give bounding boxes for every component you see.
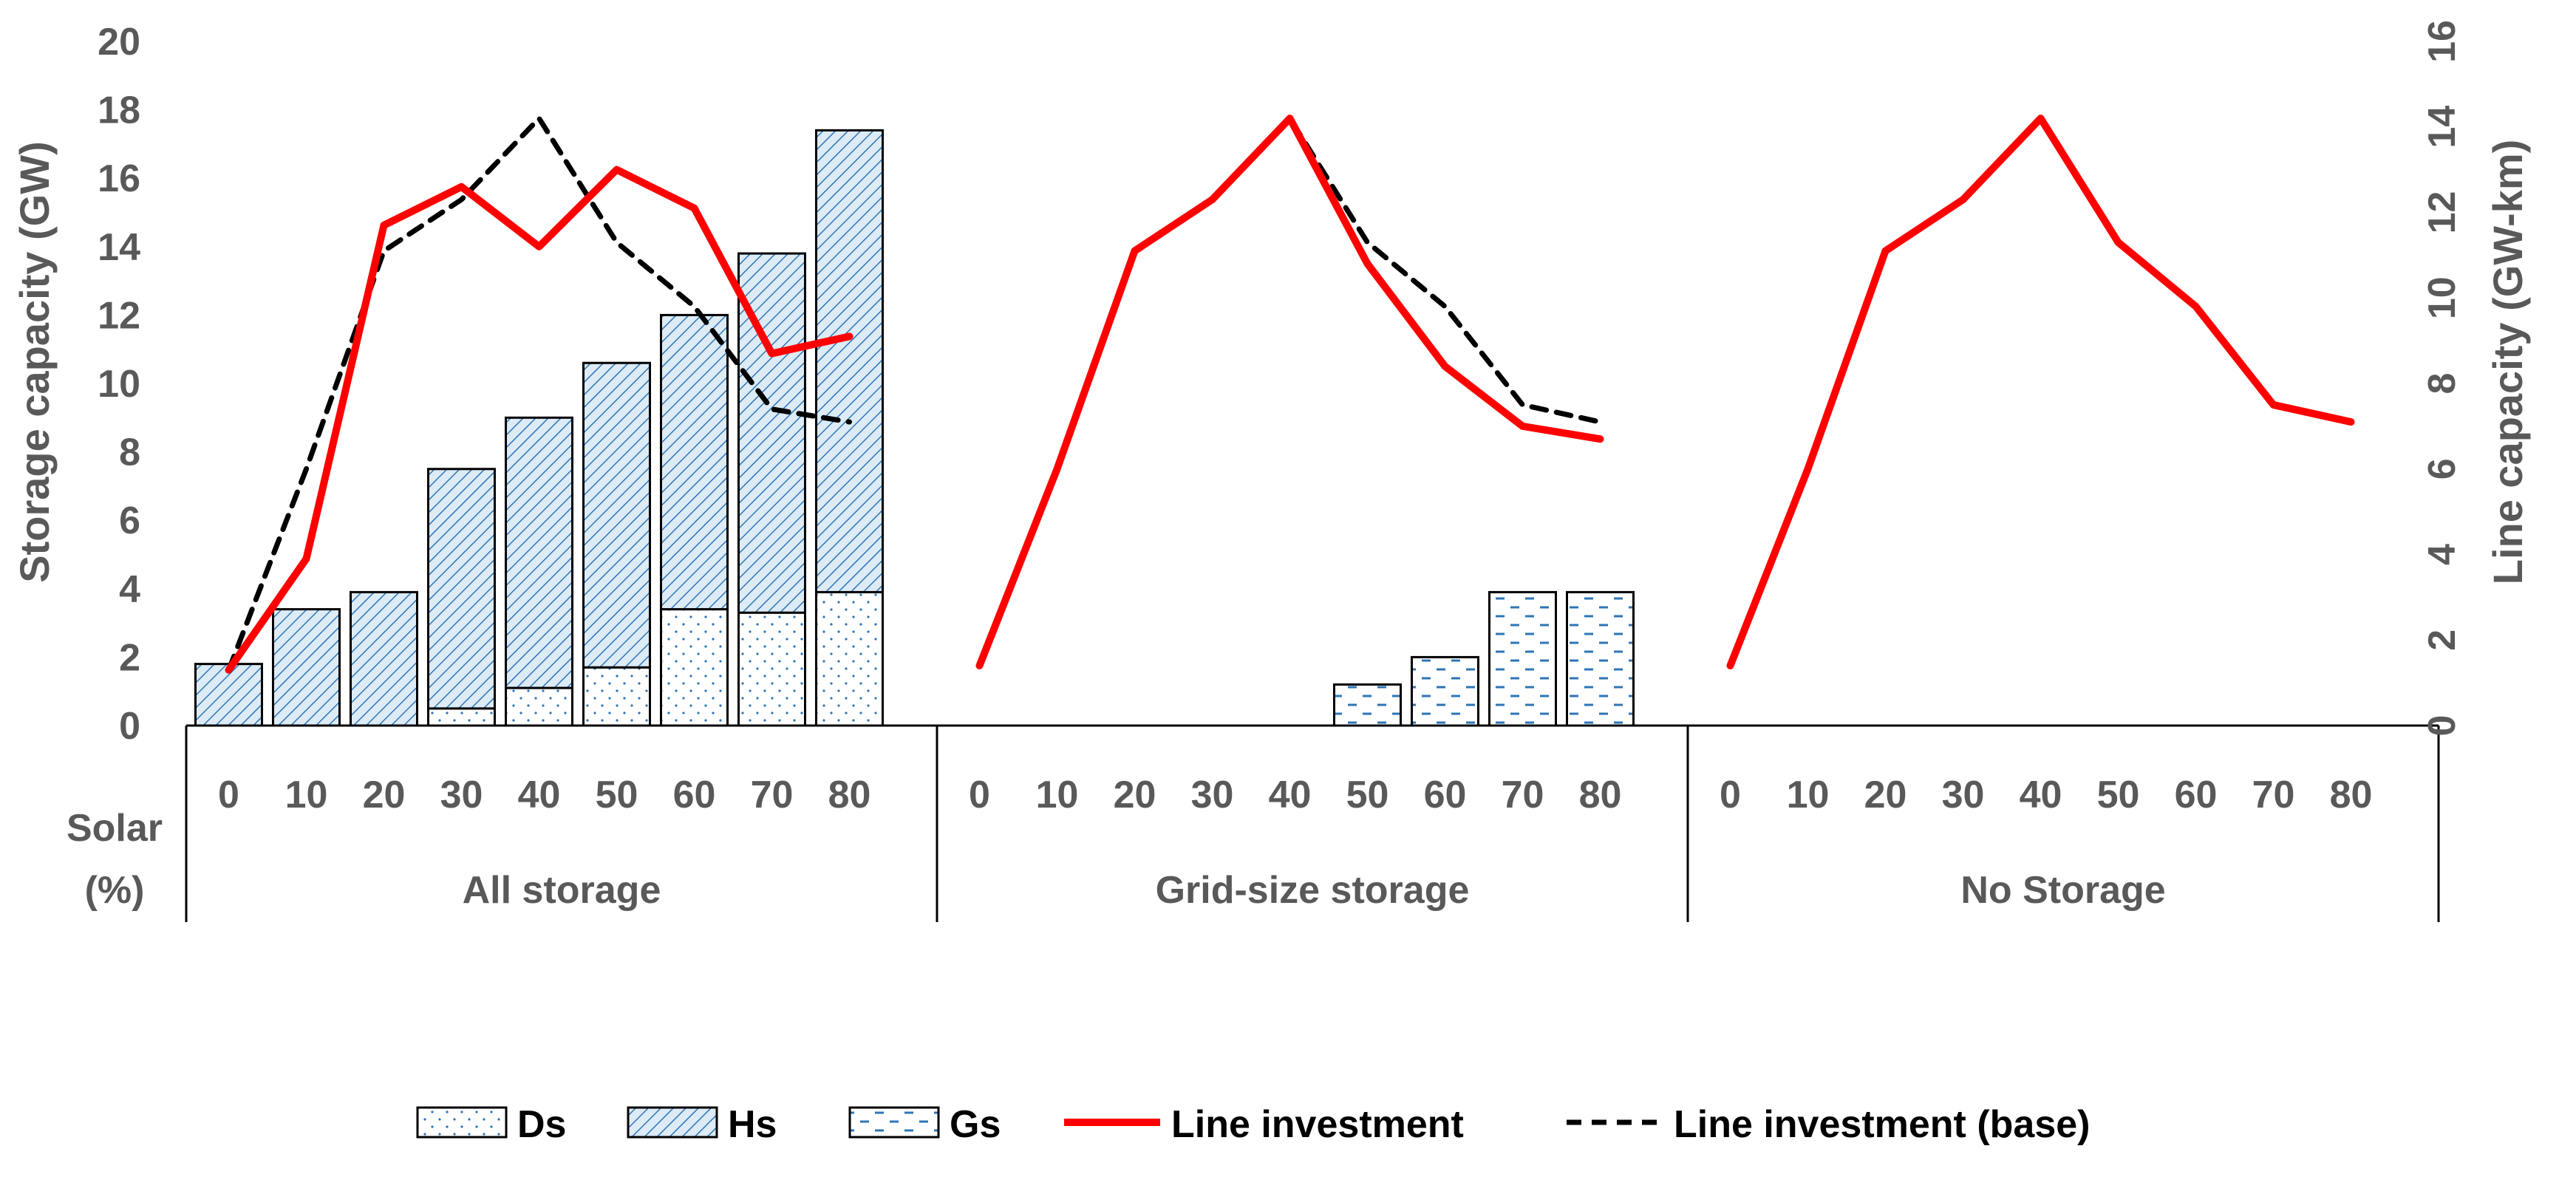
- x-tick-label-grid-size-storage-0: 0: [969, 774, 990, 816]
- bar-hs-all-storage-0: [194, 663, 263, 727]
- legend: Ds Hs Gs Line investment Line investment (ba…: [416, 1103, 2090, 1146]
- x-tick-label-grid-size-storage-30: 30: [1191, 774, 1234, 816]
- y-right-tick-10: 10: [2421, 276, 2464, 319]
- x-tick-label-all-storage-70: 70: [751, 774, 794, 816]
- y-axis-right-title: Line capacity (GW-km): [2484, 140, 2531, 585]
- x-tick-label-all-storage-30: 30: [440, 774, 483, 816]
- group-label-no-storage: No Storage: [1960, 869, 2165, 912]
- y-right-tick-4: 4: [2421, 544, 2464, 565]
- legend-label-hs: Hs: [728, 1103, 777, 1146]
- bars-layer: [194, 129, 1635, 727]
- y-right-tick-6: 6: [2421, 458, 2464, 480]
- group-label-grid-size-storage: Grid-size storage: [1156, 869, 1470, 912]
- x-axis-title-line-1: Solar: [67, 807, 163, 850]
- x-tick-label-grid-size-storage-70: 70: [1502, 774, 1544, 816]
- x-tick-label-no-storage-70: 70: [2252, 774, 2295, 816]
- bar-ds-all-storage-50: [582, 666, 651, 727]
- y-left-tick-16: 16: [98, 157, 140, 200]
- x-tick-label-grid-size-storage-10: 10: [1036, 774, 1079, 816]
- bar-hs-all-storage-60: [660, 313, 729, 611]
- legend-swatch-hs: [627, 1106, 718, 1139]
- legend-swatch-ds: [416, 1106, 508, 1139]
- x-tick-label-grid-size-storage-40: 40: [1269, 774, 1312, 816]
- x-tick-label-all-storage-80: 80: [828, 774, 871, 816]
- x-tick-label-all-storage-20: 20: [363, 774, 406, 816]
- bar-hs-all-storage-70: [737, 252, 806, 614]
- bar-gs-grid-size-storage-70: [1488, 590, 1557, 727]
- bar-hs-all-storage-20: [350, 590, 418, 727]
- y-right-tick-14: 14: [2421, 106, 2464, 149]
- y-left-tick-4: 4: [119, 568, 140, 611]
- bar-ds-all-storage-30: [427, 707, 496, 727]
- lines-layer: [225, 115, 2355, 674]
- bar-hs-all-storage-50: [582, 361, 651, 669]
- x-axis-title-line-2: (%): [85, 869, 145, 912]
- y-left-tick-2: 2: [119, 636, 140, 679]
- y-left-tick-8: 8: [119, 431, 140, 474]
- bar-ds-all-storage-40: [505, 686, 573, 727]
- x-tick-label-no-storage-80: 80: [2330, 774, 2373, 816]
- y-right-tick-16: 16: [2421, 20, 2464, 63]
- legend-label-line-investment: Line investment: [1171, 1103, 1464, 1146]
- x-tick-label-no-storage-10: 10: [1787, 774, 1830, 816]
- bar-ds-all-storage-70: [737, 611, 806, 727]
- x-tick-label-grid-size-storage-50: 50: [1346, 774, 1389, 816]
- x-tick-label-all-storage-50: 50: [596, 774, 638, 816]
- legend-label-line-investment-base: Line investment (base): [1674, 1103, 2090, 1146]
- y-right-tick-12: 12: [2421, 191, 2464, 234]
- series-line-investment-no-storage: [1726, 115, 2355, 669]
- y-right-tick-8: 8: [2421, 373, 2464, 395]
- x-tick-label-grid-size-storage-60: 60: [1424, 774, 1467, 816]
- x-tick-label-all-storage-0: 0: [218, 774, 239, 816]
- x-tick-label-no-storage-40: 40: [2020, 774, 2062, 816]
- bar-hs-all-storage-30: [427, 468, 496, 710]
- legend-label-gs: Gs: [950, 1103, 1001, 1146]
- y-left-tick-12: 12: [98, 294, 140, 337]
- y-left-tick-20: 20: [98, 21, 140, 64]
- x-tick-label-no-storage-20: 20: [1864, 774, 1907, 816]
- x-tick-label-no-storage-0: 0: [1720, 774, 1741, 816]
- y-left-tick-6: 6: [119, 499, 140, 542]
- y-left-tick-18: 18: [98, 89, 140, 132]
- bar-ds-all-storage-60: [660, 608, 729, 727]
- x-tick-label-grid-size-storage-20: 20: [1114, 774, 1156, 816]
- x-tick-label-all-storage-40: 40: [518, 774, 561, 816]
- bar-hs-all-storage-10: [272, 608, 341, 727]
- y-left-tick-10: 10: [98, 363, 140, 406]
- bar-ds-all-storage-80: [815, 590, 884, 727]
- labels-layer: Storage capacity (GW) Line capacity (GW-…: [11, 20, 2531, 912]
- bar-hs-all-storage-80: [815, 129, 884, 593]
- series-line-investment-grid-size-storage: [975, 115, 1604, 669]
- bar-gs-grid-size-storage-50: [1333, 683, 1402, 727]
- legend-swatch-gs: [848, 1106, 940, 1139]
- y-left-tick-0: 0: [119, 705, 140, 748]
- y-axis-left-title: Storage capacity (GW): [11, 141, 58, 582]
- series-line-investment-base-grid-size-storage: [977, 115, 1603, 669]
- bar-gs-grid-size-storage-60: [1411, 655, 1479, 727]
- bar-hs-all-storage-40: [505, 416, 573, 689]
- y-left-tick-14: 14: [98, 226, 140, 269]
- x-tick-label-grid-size-storage-80: 80: [1579, 774, 1622, 816]
- bar-gs-grid-size-storage-80: [1566, 590, 1635, 727]
- x-tick-label-all-storage-10: 10: [285, 774, 328, 816]
- x-tick-label-all-storage-60: 60: [673, 774, 716, 816]
- y-right-tick-0: 0: [2421, 715, 2464, 737]
- x-tick-label-no-storage-50: 50: [2097, 774, 2140, 816]
- group-label-all-storage: All storage: [463, 869, 661, 912]
- y-right-tick-2: 2: [2421, 630, 2464, 651]
- series-line-investment-base-all-storage: [226, 115, 852, 673]
- series-line-investment-all-storage: [225, 166, 853, 674]
- legend-label-ds: Ds: [517, 1103, 566, 1146]
- x-tick-label-no-storage-60: 60: [2175, 774, 2218, 816]
- x-tick-label-no-storage-30: 30: [1942, 774, 1985, 816]
